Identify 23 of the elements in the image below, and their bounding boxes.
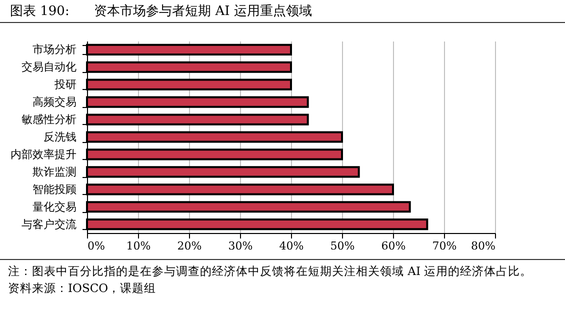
text: 资料来源：IOSCO，课题组 [8, 280, 158, 297]
x-tick-label: 0% [88, 240, 105, 252]
x-tick-label: 30% [228, 240, 253, 252]
y-tick-label: 内部效率提升 [10, 148, 76, 161]
x-tick-label: 20% [177, 240, 202, 252]
y-tick-label: 反洗钱 [44, 130, 76, 144]
x-tick-label: 70% [432, 240, 457, 252]
y-tick-label: 欺诈监测 [32, 165, 76, 178]
y-tick-label: 量化交易 [32, 200, 76, 214]
y-tick-label: 与客户交流 [22, 218, 76, 231]
x-tick-label: 40% [279, 240, 304, 252]
chart-title: 图表 190: 资本市场参与者短期 AI 运用重点领域 [0, 0, 565, 23]
y-tick-label: 交易自动化 [22, 60, 76, 74]
y-tick-label: 智能投顾 [32, 182, 76, 196]
x-tick-label: 80% [471, 240, 496, 252]
x-tick-label: 10% [126, 240, 151, 252]
x-tick-label: 60% [381, 240, 406, 252]
text: 注：图表中百分比指的是在参与调查的经济体中反馈将在短期关注相关领域 AI 运用的经济体占比。 [8, 263, 534, 280]
y-tick-label: 敏感性分析 [22, 113, 76, 126]
y-tick-label: 高频交易 [32, 96, 76, 109]
y-tick-label: 投研 [54, 78, 76, 92]
x-tick-label: 50% [330, 240, 355, 252]
y-tick-label: 市场分析 [32, 43, 76, 56]
